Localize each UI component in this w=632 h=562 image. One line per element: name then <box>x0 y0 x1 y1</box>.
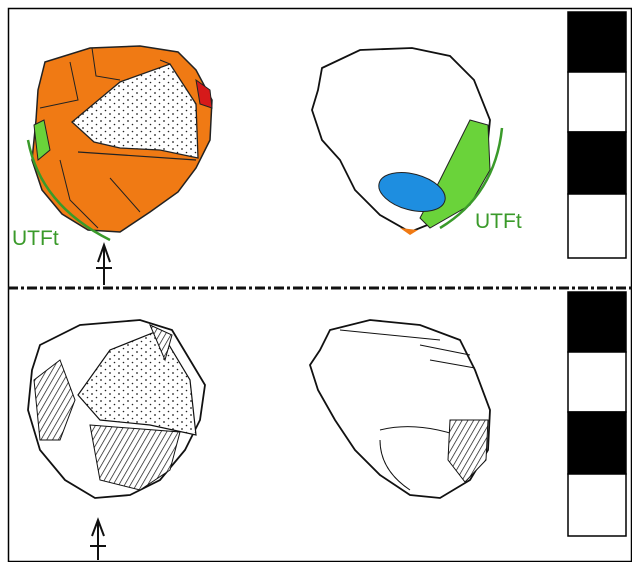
illustration: UTFt UTFt <box>0 0 632 562</box>
label: UTFt <box>475 210 522 233</box>
label: UTFt <box>12 227 59 250</box>
scale-bar <box>568 292 626 536</box>
scale-bar <box>568 12 626 258</box>
